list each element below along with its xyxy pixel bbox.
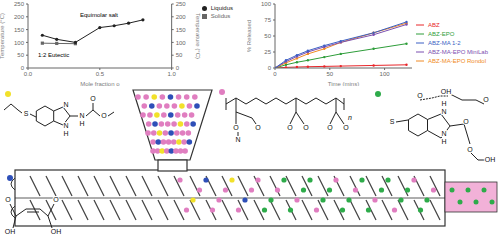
svg-text:O: O [343,124,349,131]
svg-text:0.5: 0.5 [96,71,105,77]
svg-text:Temperature (°C): Temperature (°C) [195,13,201,59]
svg-text:OH: OH [441,88,452,95]
svg-text:75: 75 [264,17,271,23]
html-text:ABZ-MA-EPO MiniLab: ABZ-MA-EPO MiniLab [428,48,488,55]
svg-text:H: H [441,138,446,145]
svg-text:O: O [287,124,293,131]
svg-text:100: 100 [261,1,272,7]
svg-text:100: 100 [176,40,187,46]
svg-text:O: O [233,124,239,131]
svg-text:O: O [8,196,11,203]
html-text:ABZ: ABZ [428,21,440,28]
html-text:Solidus: Solidus [210,13,231,19]
svg-text:N: N [63,101,68,108]
svg-text:O: O [255,124,261,131]
svg-text:100: 100 [14,40,25,46]
svg-text:150: 150 [176,27,187,33]
svg-text:200: 200 [14,14,25,20]
svg-text:N: N [79,112,84,119]
svg-text:200: 200 [176,14,187,20]
svg-text:S: S [24,110,29,117]
svg-text:OH: OH [51,228,62,235]
svg-text:O: O [303,124,309,131]
svg-text:250: 250 [14,1,25,7]
svg-text:100: 100 [380,71,391,77]
svg-text:O: O [327,124,333,131]
svg-text:O: O [101,112,107,119]
svg-text:N: N [441,130,446,137]
svg-text:0: 0 [273,71,277,77]
svg-text:H: H [63,130,68,137]
svg-text:50: 50 [176,52,183,58]
svg-text:OH: OH [485,156,492,163]
svg-text:S: S [390,118,395,125]
svg-text:50: 50 [264,33,271,39]
svg-text:250: 250 [176,1,187,7]
svg-text:N: N [63,122,68,129]
svg-text:50: 50 [17,52,24,58]
svg-text:N: N [441,108,446,115]
svg-text:Mole fraction o: Mole fraction o [80,81,120,86]
svg-text:0: 0 [268,65,272,71]
svg-text:O: O [53,196,59,203]
svg-text:H: H [79,120,84,127]
svg-text:25: 25 [264,49,271,55]
svg-text:50: 50 [326,71,333,77]
html-text:1:2 Eutectic: 1:2 Eutectic [38,52,70,58]
svg-text:Time (mins): Time (mins) [328,81,359,86]
svg-text:OH: OH [8,228,15,235]
html-text:ABZ-EPO: ABZ-EPO [428,30,455,37]
svg-text:150: 150 [14,27,25,33]
svg-text:O: O [463,118,469,125]
svg-text:0: 0 [176,65,180,71]
svg-text:n: n [348,114,352,121]
svg-text:% Released: % Released [247,20,252,52]
html-text:ABZ-MA-EPO Rondol: ABZ-MA-EPO Rondol [428,57,486,64]
svg-text:O: O [417,92,423,99]
svg-text:0: 0 [21,65,25,71]
html-text:Equimolar salt: Equimolar salt [80,12,118,18]
html-text:Liquidus: Liquidus [210,5,233,11]
svg-text:1.0: 1.0 [167,71,176,77]
svg-text:N: N [235,136,240,143]
svg-text:H: H [441,100,446,107]
svg-text:O: O [483,96,489,103]
svg-text:O: O [90,95,96,102]
svg-text:0.0: 0.0 [24,71,33,77]
svg-text:O: O [467,146,473,153]
html-text:ABZ-MA 1-2: ABZ-MA 1-2 [428,39,461,46]
